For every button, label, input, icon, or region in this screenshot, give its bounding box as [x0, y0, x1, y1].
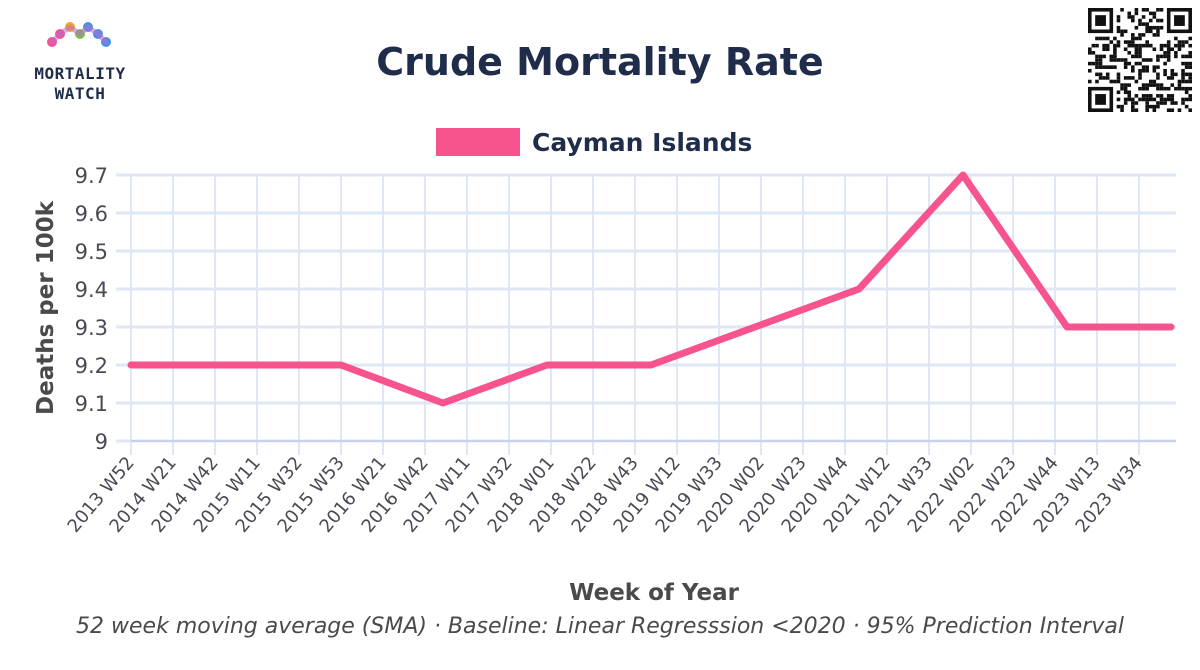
y-tick-label: 9.3 [75, 316, 108, 340]
y-axis-label: Deaths per 100k [33, 200, 59, 415]
series-line-cayman-islands [127, 171, 1175, 407]
legend-label: Cayman Islands [532, 127, 753, 157]
mortality-watch-logo [47, 22, 111, 47]
legend-swatch [436, 128, 520, 156]
chart-title: Crude Mortality Rate [376, 40, 824, 84]
logo-text-line1: MORTALITY [34, 64, 126, 83]
y-tick-label: 9.5 [75, 240, 108, 264]
qr-code [1088, 8, 1192, 112]
y-tick-label: 9 [95, 430, 108, 454]
y-tick-label: 9.7 [75, 164, 108, 188]
y-tick-label: 9.1 [75, 392, 108, 416]
legend: Cayman Islands [436, 124, 752, 160]
chart-footnote: 52 week moving average (SMA) · Baseline:… [76, 614, 1124, 639]
logo-text-line2: WATCH [54, 84, 106, 103]
y-tick-label: 9.2 [75, 354, 108, 378]
x-axis-label: Week of Year [569, 580, 740, 606]
y-tick-label: 9.6 [75, 202, 108, 226]
logo-wordmark: MORTALITY WATCH [18, 64, 142, 104]
y-tick-label: 9.4 [75, 278, 108, 302]
